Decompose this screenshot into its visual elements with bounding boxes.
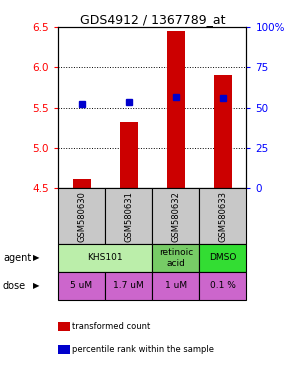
Bar [152,244,200,272]
Bar [58,272,105,300]
Text: 1.7 uM: 1.7 uM [113,281,144,290]
Text: dose: dose [3,281,26,291]
Bar [199,244,246,272]
Bar [105,189,152,244]
Text: KHS101: KHS101 [87,253,123,262]
Text: ▶: ▶ [33,281,40,290]
Text: GSM580632: GSM580632 [171,191,180,242]
Text: GSM580633: GSM580633 [218,191,227,242]
Text: transformed count: transformed count [72,322,151,331]
Text: 5 uM: 5 uM [70,281,93,290]
Title: GDS4912 / 1367789_at: GDS4912 / 1367789_at [79,13,225,26]
Text: DMSO: DMSO [209,253,237,262]
Text: retinoic
acid: retinoic acid [159,248,193,268]
Text: 0.1 %: 0.1 % [210,281,236,290]
Text: 1 uM: 1 uM [165,281,187,290]
Bar [199,189,246,244]
Bar [72,179,90,189]
Bar [58,244,152,272]
Bar [199,272,246,300]
Text: GSM580631: GSM580631 [124,191,133,242]
Text: percentile rank within the sample: percentile rank within the sample [72,345,215,354]
Bar [167,31,185,189]
Text: GSM580630: GSM580630 [77,191,86,242]
Bar [152,189,200,244]
Bar [120,122,138,189]
Bar [105,272,152,300]
Bar [58,189,105,244]
Bar [152,272,200,300]
Text: ▶: ▶ [33,253,40,262]
Bar [214,74,232,189]
Text: agent: agent [3,253,31,263]
